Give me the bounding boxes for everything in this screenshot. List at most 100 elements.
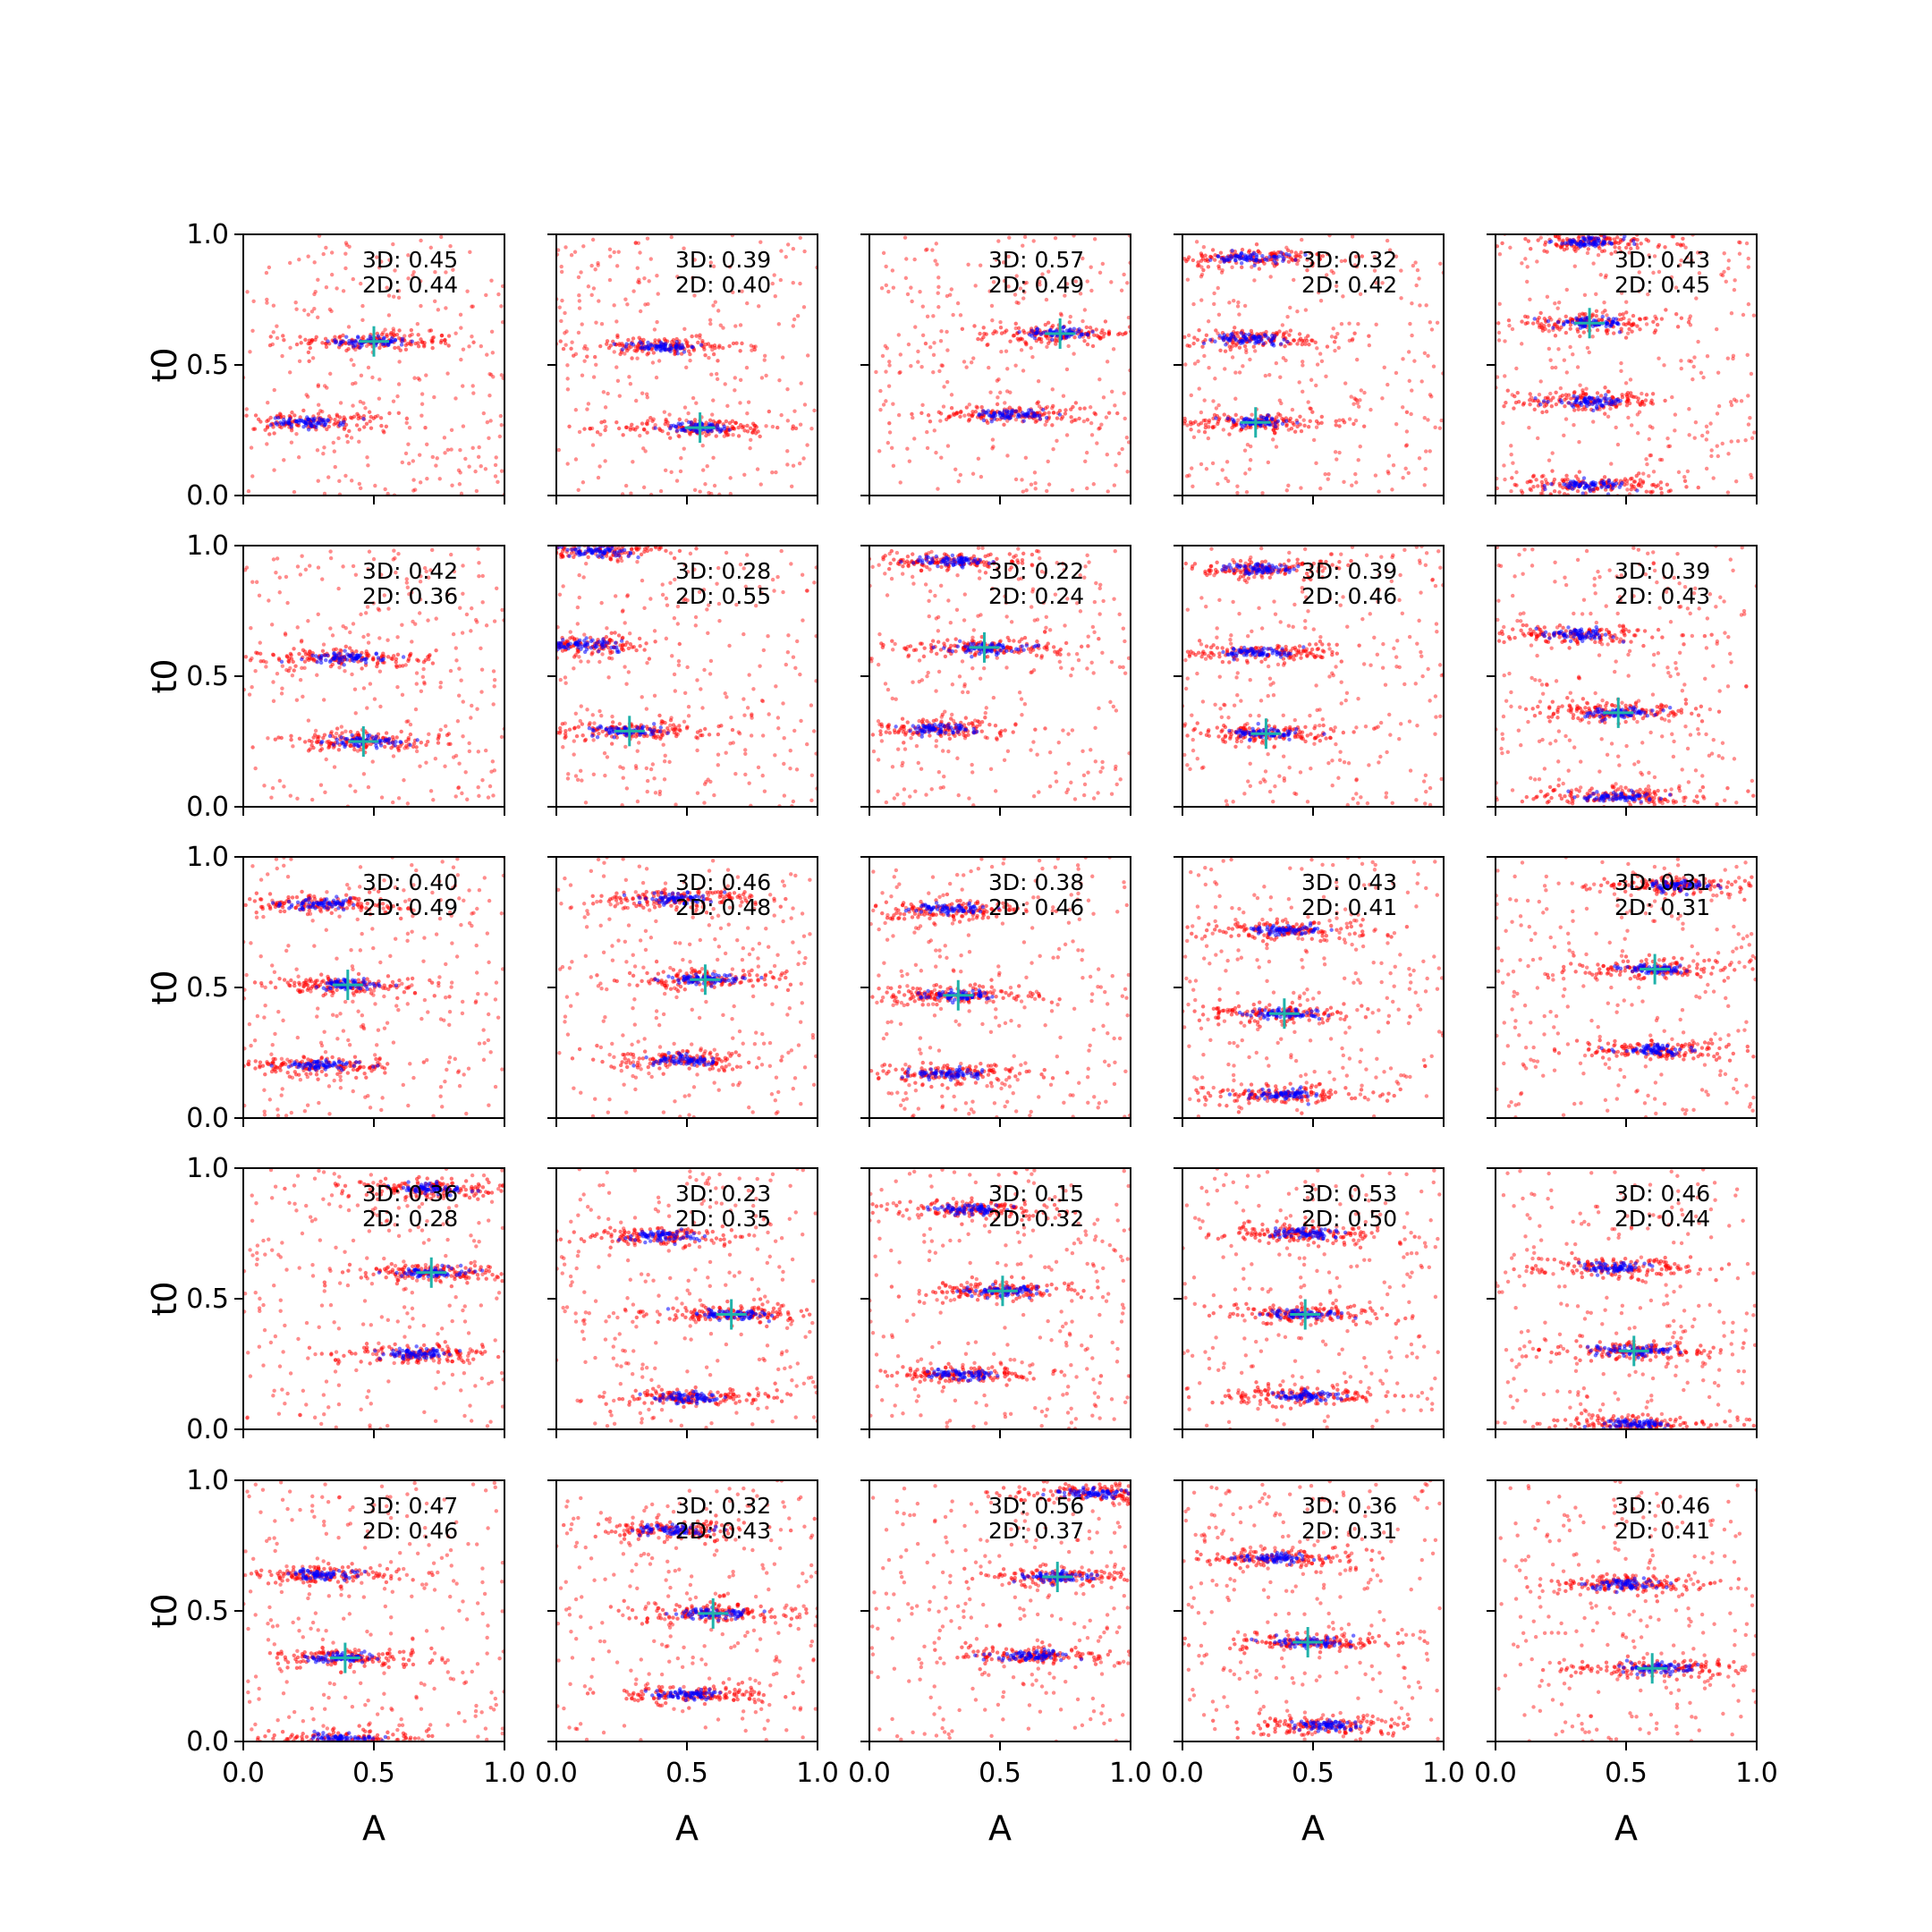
sample-point (638, 309, 643, 314)
cluster-point (1521, 401, 1527, 405)
sample-point (419, 303, 423, 309)
cluster-point (289, 653, 293, 657)
cluster-point (1237, 345, 1242, 350)
sample-point (366, 640, 371, 645)
cluster-point (696, 340, 700, 345)
inner-point (326, 418, 331, 423)
sample-point (906, 342, 911, 347)
cluster-point (657, 427, 662, 431)
sample-point (407, 462, 411, 466)
sample-point (343, 669, 347, 674)
sample-point (360, 303, 365, 309)
cluster-point (1504, 400, 1508, 405)
inner-point (1222, 259, 1226, 264)
sample-point (355, 749, 360, 753)
inner-point (1262, 333, 1267, 337)
cluster-point (1522, 314, 1528, 319)
cluster-point (1165, 253, 1169, 257)
sample-point (572, 250, 578, 254)
sample-point (612, 350, 616, 354)
cluster-point (700, 339, 705, 343)
sample-point (1354, 264, 1360, 269)
cluster-point (1506, 318, 1512, 323)
cluster-point (754, 425, 759, 429)
sample-point (1575, 365, 1580, 369)
inner-point (1030, 334, 1034, 338)
cluster-point (1650, 483, 1655, 487)
sample-point (1072, 352, 1076, 356)
inner-point (1574, 481, 1580, 486)
sample-point (1406, 350, 1411, 354)
sample-point (1099, 422, 1104, 427)
sample-point (1625, 331, 1631, 335)
cluster-point (344, 348, 349, 353)
sample-point (361, 772, 367, 776)
sample-point (1394, 254, 1399, 258)
sample-point (702, 801, 707, 805)
cluster-point (1580, 388, 1585, 393)
cluster-point (1288, 328, 1293, 333)
sample-point (1126, 315, 1131, 320)
sample-point (1390, 487, 1394, 492)
sample-point (309, 309, 315, 314)
sample-point (1080, 256, 1085, 261)
sample-point (291, 744, 295, 749)
cluster-point (721, 345, 725, 351)
cluster-point (1530, 398, 1535, 403)
cluster-point (628, 428, 632, 432)
sample-point (1719, 272, 1724, 277)
sample-point (1033, 487, 1038, 491)
cluster-point (745, 423, 750, 428)
inner-point (344, 657, 350, 662)
sample-point (635, 266, 640, 270)
sample-point (1679, 258, 1683, 263)
sample-point (1640, 391, 1644, 396)
inner-point (642, 346, 647, 352)
cluster-point (382, 430, 386, 435)
sample-point (1004, 389, 1010, 394)
cluster-point (1539, 479, 1545, 485)
cluster-point (367, 410, 372, 414)
sample-point (321, 642, 326, 647)
sample-point (334, 731, 339, 736)
inner-point (1563, 241, 1568, 246)
sample-point (499, 734, 504, 740)
inner-point (352, 656, 356, 660)
cluster-point (1288, 342, 1293, 346)
sample-point (442, 436, 447, 440)
sample-point (759, 376, 765, 380)
cluster-point (1247, 249, 1252, 253)
sample-point (1216, 285, 1220, 291)
inner-point (335, 741, 340, 745)
sample-point (577, 293, 581, 298)
cluster-point (406, 657, 411, 662)
sample-point (1563, 417, 1569, 421)
sample-point (420, 674, 426, 680)
inner-point (1032, 335, 1038, 341)
sample-point (306, 718, 311, 723)
inner-point (1604, 485, 1608, 489)
sample-point (269, 623, 275, 627)
sample-point (304, 393, 309, 397)
sample-point (492, 684, 496, 689)
sample-point (738, 401, 742, 405)
sample-point (492, 619, 497, 623)
sample-point (1005, 367, 1010, 371)
sample-point (331, 440, 335, 445)
sample-point (1525, 279, 1530, 284)
inner-point (1275, 256, 1279, 260)
sample-point (578, 718, 582, 724)
inner-point (1228, 338, 1233, 343)
sample-point (702, 782, 708, 786)
sample-point (1744, 241, 1750, 246)
sample-point (700, 444, 705, 448)
sample-point (391, 399, 396, 403)
sample-point (884, 283, 889, 288)
sample-point (1358, 444, 1362, 449)
sample-point (375, 255, 379, 259)
sample-point (695, 791, 700, 795)
cluster-point (439, 334, 445, 338)
sample-point (741, 697, 746, 701)
sample-point (750, 348, 754, 352)
sample-point (266, 736, 270, 741)
